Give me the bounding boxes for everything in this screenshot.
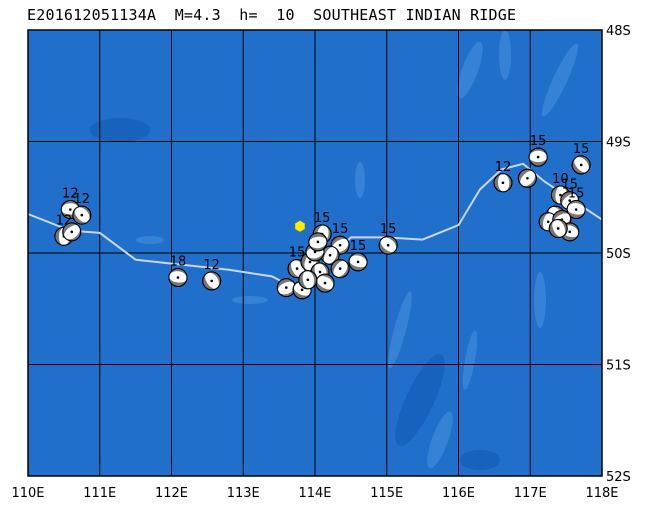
beachball[interactable] — [308, 232, 328, 252]
lon-tick-label: 115E — [370, 486, 403, 501]
lon-tick-label: 117E — [514, 486, 547, 501]
epicenter-hexagon-icon — [294, 220, 305, 232]
depth-label: 15 — [289, 246, 306, 261]
lon-tick-label: 110E — [11, 486, 44, 501]
depth-label: 15 — [350, 239, 367, 254]
depth-label: 15 — [530, 134, 547, 149]
plate-boundary-line — [27, 162, 603, 289]
lat-tick-label: 49S — [606, 136, 631, 151]
beachball[interactable] — [566, 200, 587, 220]
lat-tick-label: 51S — [606, 359, 631, 374]
lon-tick-label: 116E — [442, 486, 475, 501]
depth-label: 12 — [203, 258, 220, 273]
depth-label: 15 — [314, 211, 331, 226]
lon-tick-label: 111E — [83, 486, 116, 501]
depth-label: 18 — [170, 255, 187, 270]
beachball[interactable] — [72, 204, 93, 225]
beachball[interactable] — [378, 235, 399, 255]
beachball[interactable] — [348, 252, 368, 272]
depth-label: 12 — [74, 192, 91, 207]
beachball[interactable] — [62, 222, 83, 242]
lon-tick-label: 118E — [585, 486, 618, 501]
bathymetry-shallow — [136, 30, 579, 469]
beachball[interactable] — [548, 218, 568, 239]
beachball[interactable] — [517, 168, 539, 189]
beachball[interactable] — [330, 258, 351, 279]
lat-tick-label: 48S — [606, 24, 631, 39]
depth-label: 10 — [552, 172, 569, 187]
beachball[interactable] — [528, 147, 548, 167]
beachball[interactable] — [571, 154, 591, 175]
map-title: E201612051134A M=4.3 h= 10 SOUTHEAST IND… — [27, 6, 517, 24]
lat-tick-label: 52S — [606, 470, 631, 485]
lon-tick-label: 114E — [298, 486, 331, 501]
beachball[interactable] — [298, 270, 318, 290]
beachball[interactable] — [493, 173, 513, 193]
depth-label: 12 — [62, 187, 79, 202]
lat-tick-label: 50S — [606, 247, 631, 262]
beachball[interactable] — [168, 268, 188, 288]
depth-label: 15 — [568, 187, 585, 202]
depth-label: 15 — [573, 142, 590, 157]
beachball[interactable] — [202, 270, 222, 291]
map-frame — [27, 29, 603, 477]
depth-label: 12 — [495, 160, 512, 175]
depth-label: 15 — [380, 222, 397, 237]
bathymetry-deep — [90, 118, 500, 470]
depth-label: 15 — [561, 178, 578, 193]
lon-tick-label: 112E — [155, 486, 188, 501]
axis-ticks: 110E 111E 112E 113E 114E 115E 116E 117E 118E 48S 4… — [11, 24, 630, 501]
lon-tick-label: 113E — [227, 486, 260, 501]
depth-label: 15 — [332, 222, 349, 237]
